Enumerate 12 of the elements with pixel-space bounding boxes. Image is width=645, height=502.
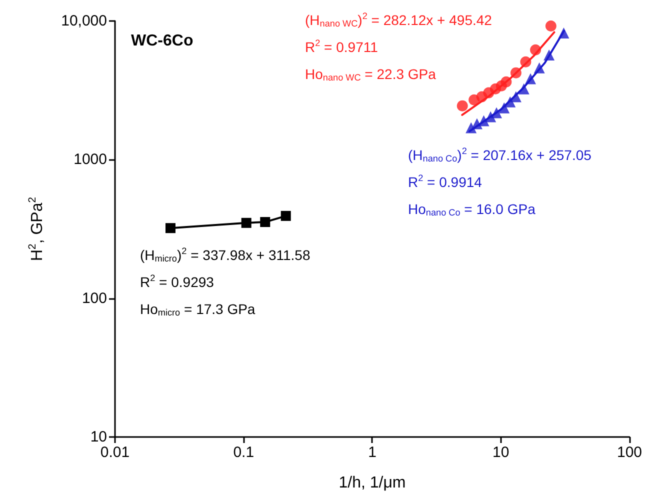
x-tick-label: 10 [492, 444, 510, 461]
x-tick-label: 0.1 [233, 444, 254, 461]
y-tick-label: 10 [90, 428, 107, 446]
y-axis-title: H2, GPa2 [28, 196, 46, 262]
y-tick-label: 10,000 [61, 12, 107, 30]
x-tick-label: 0.01 [100, 444, 130, 461]
x-tick-label: 100 [616, 444, 642, 461]
y-tick-label: 1000 [74, 151, 107, 168]
x-tick-label: 1 [368, 444, 376, 461]
text: WC-6Co [131, 32, 194, 50]
x-axis-title: 1/h, 1/μm [338, 474, 406, 492]
y-tick-label: 100 [82, 290, 107, 307]
